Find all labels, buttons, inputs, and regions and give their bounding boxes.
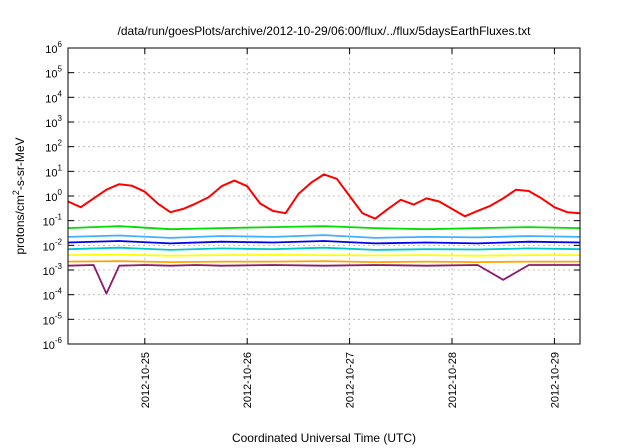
y-tick-label: 104	[45, 89, 62, 105]
y-tick-exponent: 1	[58, 163, 63, 172]
series-line-1	[67, 173, 581, 220]
y-tick-label: 10-4	[43, 287, 63, 303]
y-tick-base: 10	[45, 44, 57, 56]
y-tick-label: 106	[45, 40, 62, 56]
y-tick-base: 10	[43, 291, 55, 303]
y-tick-base: 10	[43, 315, 55, 327]
y-tick-base: 10	[43, 266, 55, 278]
y-tick-exponent: 5	[58, 65, 63, 74]
y-tick-label: 105	[45, 65, 62, 81]
y-tick-base: 10	[45, 192, 57, 204]
grid-layer	[68, 48, 580, 344]
series-line-8	[67, 264, 580, 295]
y-tick-exponent: 2	[58, 139, 63, 148]
x-tick-label: 2012-10-25	[140, 352, 152, 408]
y-tick-base: 10	[45, 143, 57, 155]
y-tick-base: 10	[43, 217, 55, 229]
x-tick-label: 2012-10-27	[345, 352, 357, 408]
y-tick-label: 100	[45, 188, 62, 204]
series-line-6	[67, 253, 580, 257]
y-tick-exponent: -1	[55, 213, 63, 222]
series-line-2	[67, 225, 581, 231]
y-tick-label: 102	[45, 139, 62, 155]
series-line-7	[67, 260, 580, 264]
series-line-3	[67, 234, 581, 239]
y-axis-label-superscript: 2	[11, 190, 21, 195]
y-tick-label: 10-6	[43, 336, 63, 352]
y-tick-base: 10	[45, 93, 57, 105]
y-tick-base: 10	[45, 69, 57, 81]
x-tick-label: 2012-10-28	[447, 352, 459, 408]
y-tick-exponent: 6	[58, 40, 63, 49]
y-tick-exponent: -5	[55, 311, 63, 320]
y-tick-label: 101	[45, 163, 62, 179]
y-tick-base: 10	[45, 118, 57, 130]
y-tick-base: 10	[43, 241, 55, 253]
y-tick-base: 10	[43, 340, 55, 352]
y-axis-label-unit: protons/cm	[13, 195, 27, 254]
y-tick-exponent: -4	[55, 287, 63, 296]
series-layer	[67, 173, 581, 295]
x-tick-label: 2012-10-29	[549, 352, 561, 408]
y-tick-exponent: -2	[55, 237, 63, 246]
y-tick-label: 103	[45, 114, 62, 130]
series-line-4	[67, 240, 581, 245]
y-axis-label: protons/cm2-s-sr-MeV	[11, 137, 27, 254]
chart-title: /data/run/goesPlots/archive/2012-10-29/0…	[118, 24, 532, 38]
y-tick-exponent: 4	[58, 89, 63, 98]
y-tick-exponent: 3	[58, 114, 63, 123]
y-axis-label-rest: -s-sr-MeV	[13, 137, 27, 190]
y-tick-label: 10-3	[43, 262, 63, 278]
y-tick-label: 10-1	[43, 213, 63, 229]
x-axis-label: Coordinated Universal Time (UTC)	[232, 431, 416, 445]
x-tick-label: 2012-10-26	[242, 352, 254, 408]
y-tick-label: 10-2	[43, 237, 63, 253]
y-tick-exponent: -3	[55, 262, 63, 271]
y-tick-base: 10	[45, 167, 57, 179]
y-tick-label: 10-5	[43, 311, 63, 327]
y-tick-exponent: -6	[55, 336, 63, 345]
series-line-5	[67, 246, 581, 251]
tick-layer: 10-610-510-410-310-210-11001011021031041…	[43, 40, 580, 408]
y-tick-exponent: 0	[58, 188, 63, 197]
